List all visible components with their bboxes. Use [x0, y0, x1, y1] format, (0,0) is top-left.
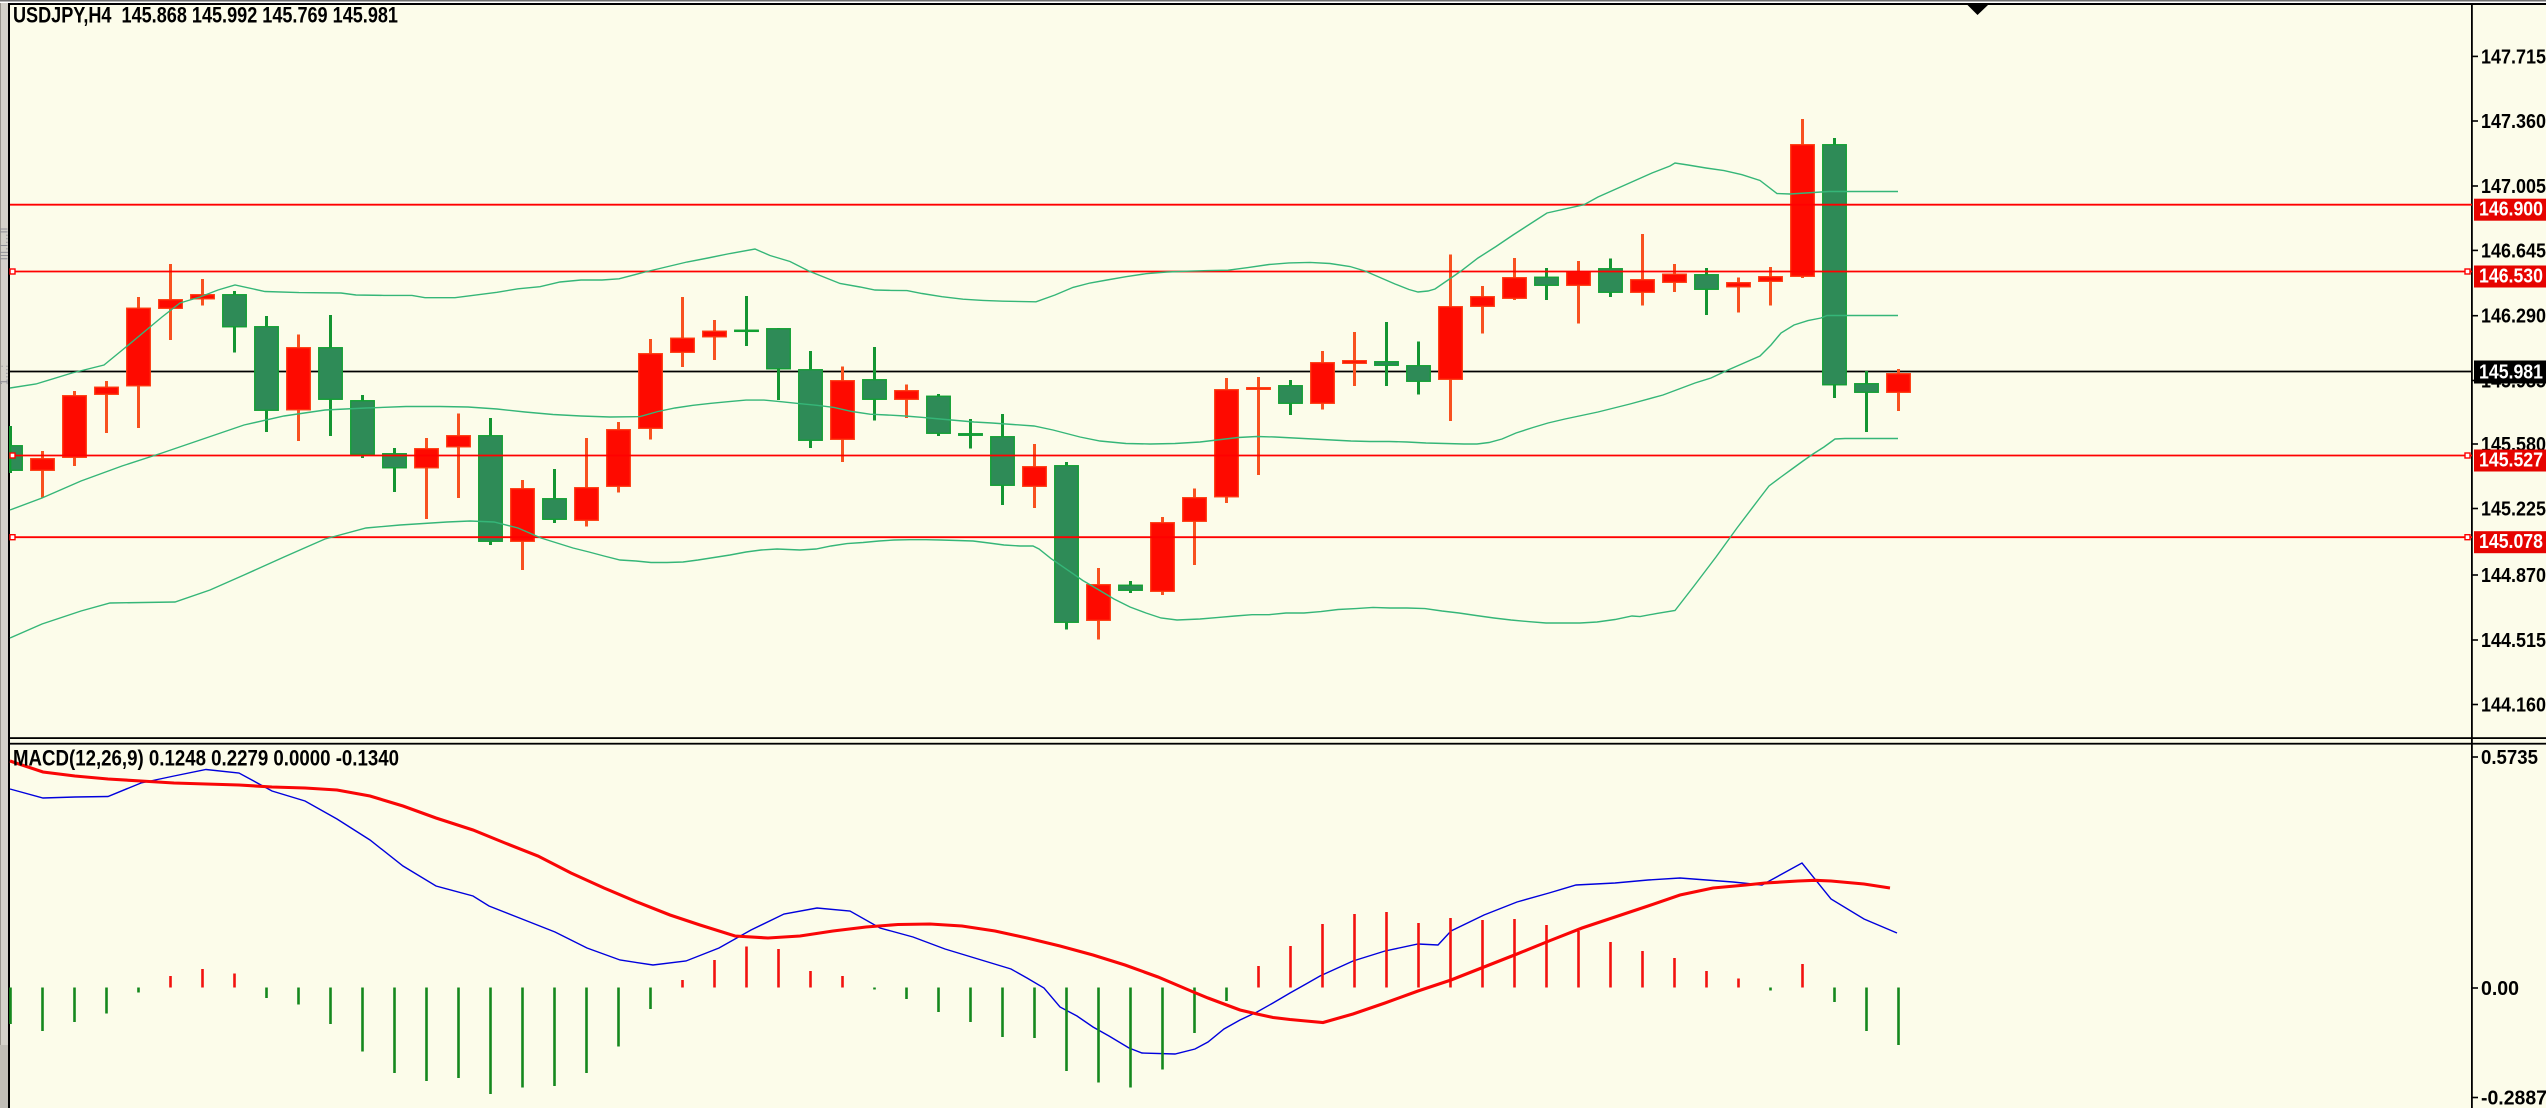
svg-text:144.160: 144.160 — [2481, 695, 2546, 717]
svg-text:145.225: 145.225 — [2481, 499, 2546, 521]
svg-text:146.900: 146.900 — [2479, 199, 2543, 221]
svg-text:145.078: 145.078 — [2479, 531, 2543, 553]
svg-text:147.360: 147.360 — [2481, 111, 2546, 133]
svg-text:147.005: 147.005 — [2481, 176, 2546, 198]
svg-text:-0.2887: -0.2887 — [2481, 1088, 2546, 1108]
svg-text:145.527: 145.527 — [2479, 450, 2543, 472]
svg-text:146.530: 146.530 — [2479, 266, 2543, 288]
svg-text:146.290: 146.290 — [2481, 306, 2546, 328]
svg-text:l||.l...ll: l||.l...ll — [0, 227, 11, 260]
svg-text:MACD(12,26,9) 0.1248 0.2279 0.: MACD(12,26,9) 0.1248 0.2279 0.0000 -0.13… — [13, 746, 399, 771]
svg-text:144.515: 144.515 — [2481, 630, 2546, 652]
svg-text:145.981: 145.981 — [2479, 362, 2543, 384]
svg-text:147.715: 147.715 — [2481, 46, 2546, 68]
svg-text:146.645: 146.645 — [2481, 240, 2546, 262]
svg-text:0.00: 0.00 — [2481, 978, 2519, 1000]
svg-text:144.870: 144.870 — [2481, 565, 2546, 587]
svg-text:1...:: 1...: — [0, 364, 11, 385]
svg-text:0.5735: 0.5735 — [2481, 747, 2538, 769]
svg-text:USDJPY,H4 145.868 145.992 145: USDJPY,H4 145.868 145.992 145.769 145.98… — [13, 3, 398, 28]
